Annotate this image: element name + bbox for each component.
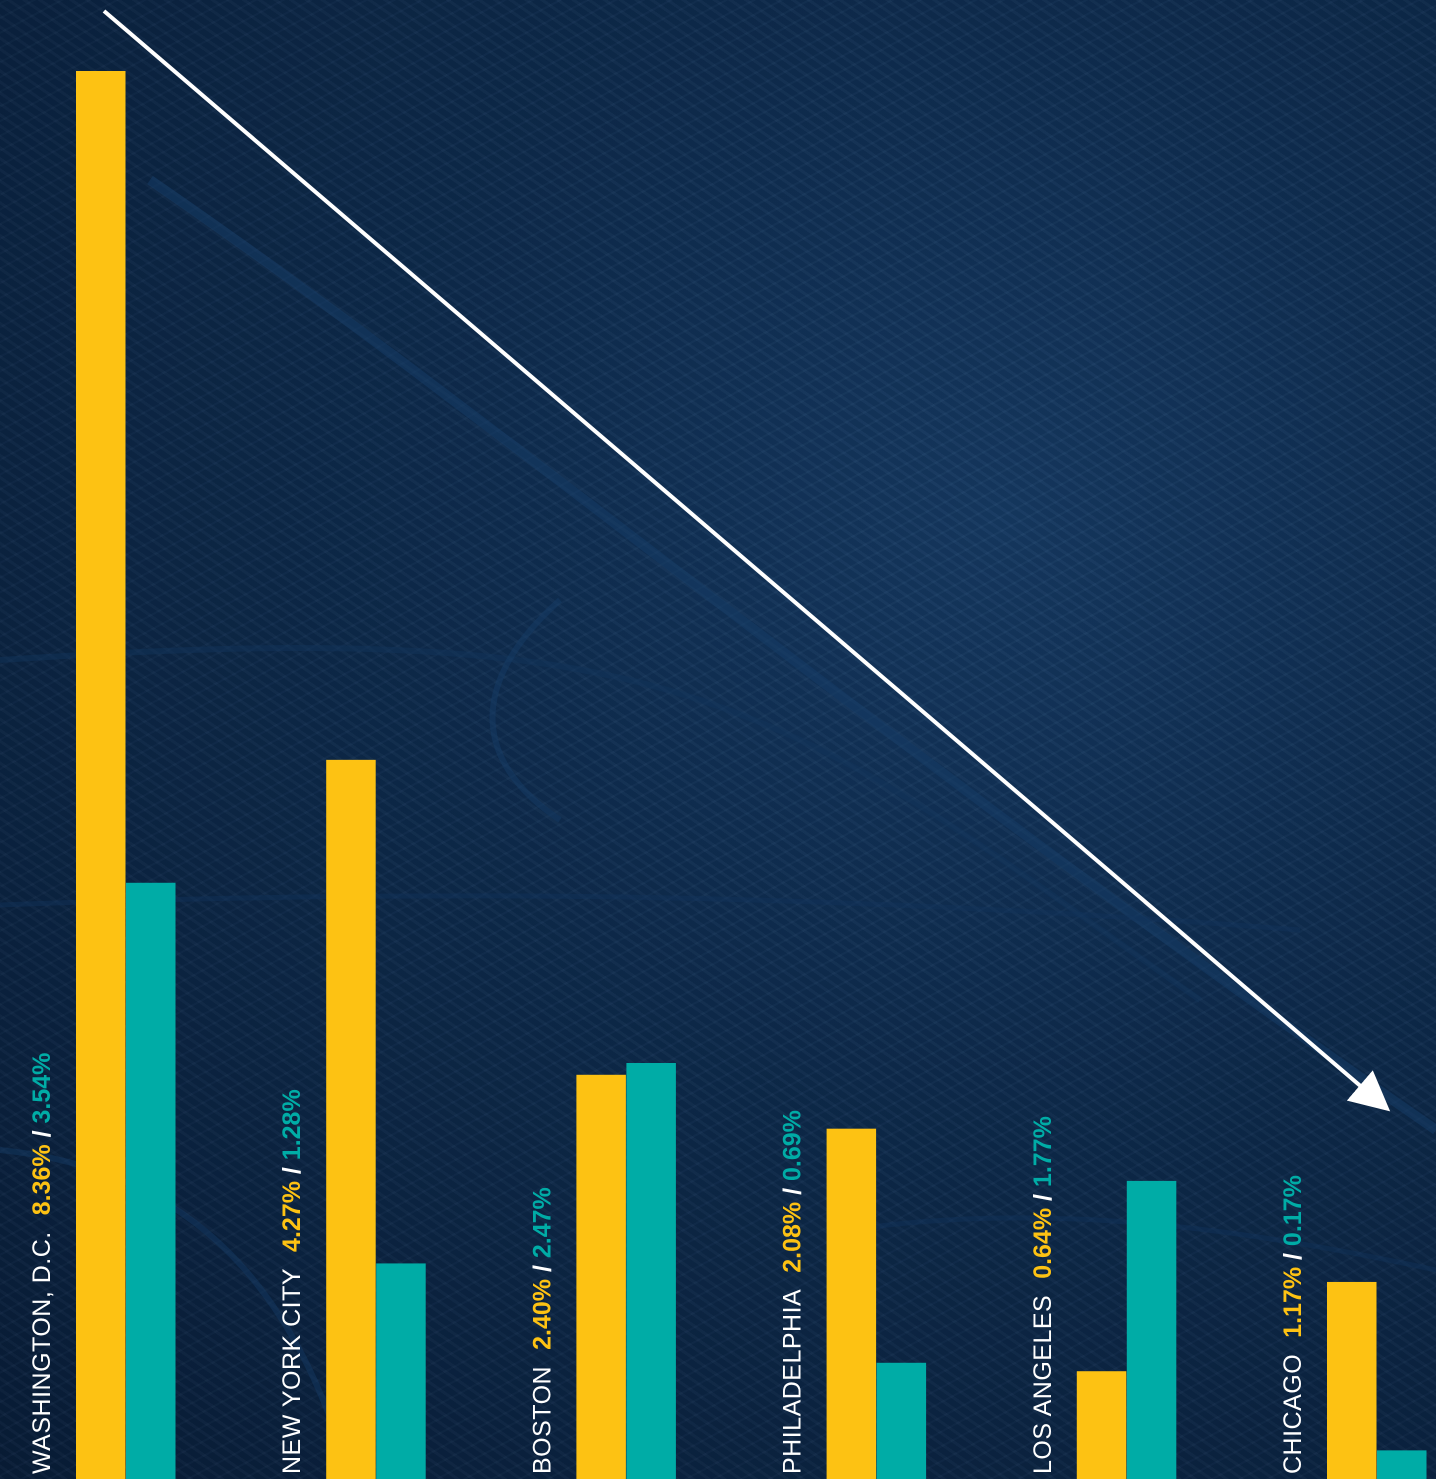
bar-series-b bbox=[876, 1362, 927, 1479]
category-label: BOSTON bbox=[528, 1366, 556, 1474]
category-label: CHICAGO bbox=[1279, 1354, 1307, 1474]
bars-layer bbox=[76, 71, 1427, 1479]
data-label-separator: / bbox=[1279, 1246, 1307, 1267]
category-label: NEW YORK CITY bbox=[278, 1268, 306, 1474]
category-label: PHILADELPHIA bbox=[779, 1289, 807, 1474]
data-label-series-a: 2.40% bbox=[528, 1279, 556, 1350]
bar-series-a bbox=[1327, 1281, 1377, 1479]
trend-arrow bbox=[102, 9, 1391, 1112]
bar-series-a bbox=[76, 71, 126, 1479]
data-label-series-b: 1.28% bbox=[278, 1089, 306, 1160]
bar-series-a bbox=[326, 759, 376, 1479]
data-label-separator: / bbox=[779, 1181, 807, 1202]
data-label-series-a: 1.17% bbox=[1279, 1267, 1307, 1338]
category-label-group: WASHINGTON, D.C. 8.36% / 3.54% bbox=[28, 1053, 56, 1474]
bar-series-a bbox=[1076, 1371, 1127, 1479]
category-label: LOS ANGELES bbox=[1029, 1295, 1057, 1474]
data-label-series-a: 0.64% bbox=[1029, 1208, 1057, 1279]
category-label-group: LOS ANGELES 0.64% / 1.77% bbox=[1029, 1116, 1057, 1474]
data-label-series-b: 3.54% bbox=[28, 1053, 56, 1124]
category-label-group: BOSTON 2.40% / 2.47% bbox=[528, 1187, 556, 1474]
bar-series-a bbox=[576, 1074, 626, 1479]
data-label-separator: / bbox=[28, 1124, 56, 1145]
category-label-group: NEW YORK CITY 4.27% / 1.28% bbox=[278, 1089, 306, 1474]
labels-layer: WASHINGTON, D.C. 8.36% / 3.54% NEW YORK CI… bbox=[28, 1053, 1307, 1474]
road-line bbox=[0, 645, 1202, 1003]
bar-series-b bbox=[126, 882, 176, 1479]
data-label-series-b: 1.77% bbox=[1029, 1116, 1057, 1187]
bar-series-b bbox=[626, 1063, 676, 1479]
bar-series-b bbox=[1126, 1180, 1177, 1479]
category-label: WASHINGTON, D.C. bbox=[28, 1231, 56, 1474]
category-label-group: PHILADELPHIA 2.08% / 0.69% bbox=[779, 1110, 807, 1474]
bar-series-b bbox=[376, 1263, 426, 1479]
data-label-series-b: 0.17% bbox=[1279, 1175, 1307, 1246]
data-label-series-b: 2.47% bbox=[528, 1187, 556, 1258]
category-label-group: CHICAGO 1.17% / 0.17% bbox=[1279, 1175, 1307, 1474]
data-label-series-a: 2.08% bbox=[779, 1202, 807, 1273]
road-line bbox=[147, 175, 1436, 1135]
road-line bbox=[0, 893, 1301, 933]
data-label-separator: / bbox=[278, 1160, 306, 1181]
data-label-series-b: 0.69% bbox=[779, 1110, 807, 1181]
data-label-separator: / bbox=[1029, 1187, 1057, 1208]
bar-series-a bbox=[826, 1128, 877, 1479]
data-label-series-a: 4.27% bbox=[278, 1181, 306, 1252]
data-label-series-a: 8.36% bbox=[28, 1144, 56, 1215]
bar-series-b bbox=[1377, 1450, 1427, 1479]
road-line bbox=[489, 597, 562, 823]
data-label-separator: / bbox=[528, 1258, 556, 1279]
